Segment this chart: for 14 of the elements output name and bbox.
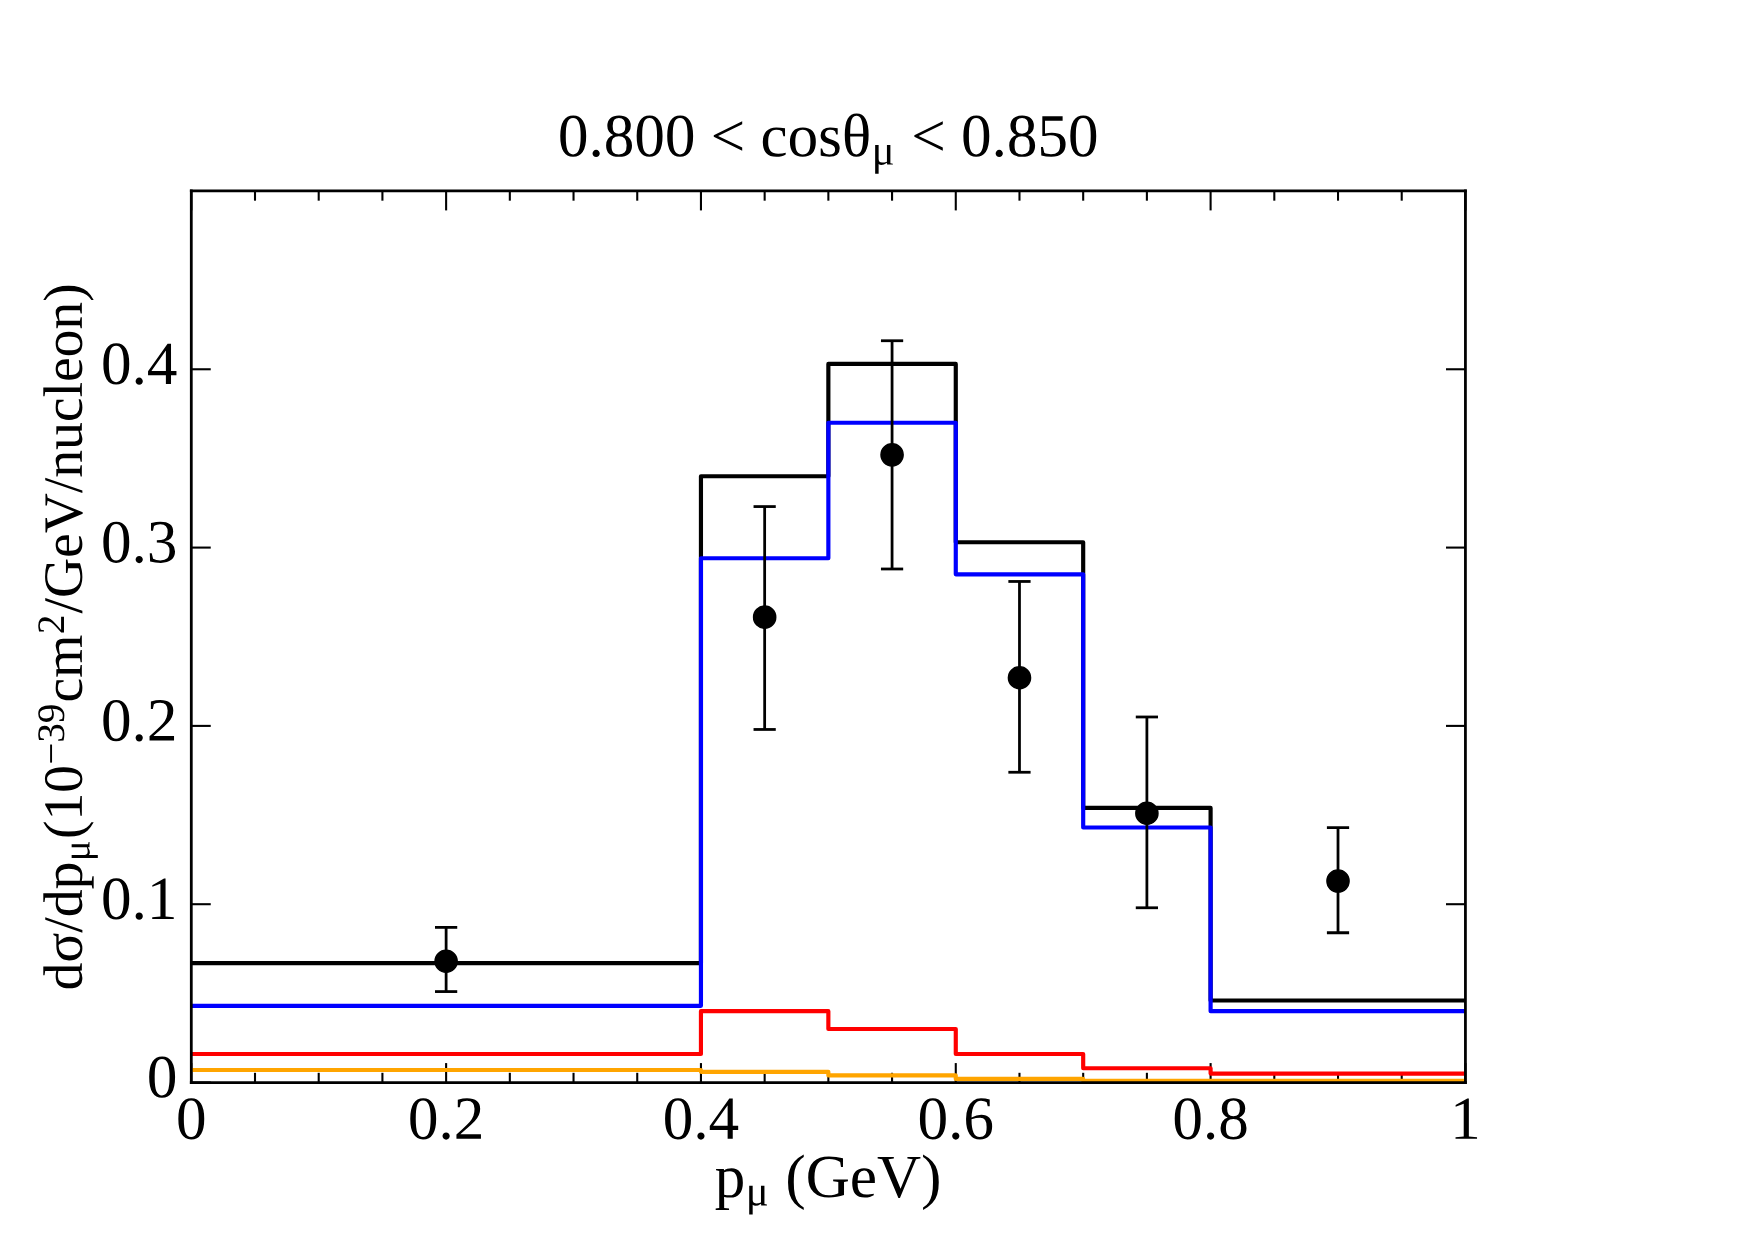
x-tick-label: 0.2: [410, 1098, 481, 1140]
y-tick-label: 0: [149, 1056, 176, 1098]
x-tick-label: 1: [1455, 1098, 1478, 1139]
x-axis-title: p$_{μ}$ (GeV): [715, 1154, 939, 1215]
y-tick-label: 0.2: [103, 699, 175, 742]
x-tick-label: 0.6: [919, 1098, 993, 1140]
chart-title: 0.800 < cosθ$_{μ}$ < 0.850: [560, 113, 1097, 174]
x-tick-label: 0.4: [665, 1098, 739, 1140]
y-axis-title: dσ/dp$_{μ}$(10$^{−39}$cm$^{2}$/GeV/nucleon): [38, 285, 98, 989]
x-tick-label: 0: [178, 1098, 205, 1140]
x-tick-label: 0.8: [1174, 1098, 1247, 1140]
y-tick-label: 0.3: [103, 521, 176, 564]
y-tick-label: 0.1: [103, 878, 174, 920]
y-tick-label: 0.4: [103, 343, 177, 385]
